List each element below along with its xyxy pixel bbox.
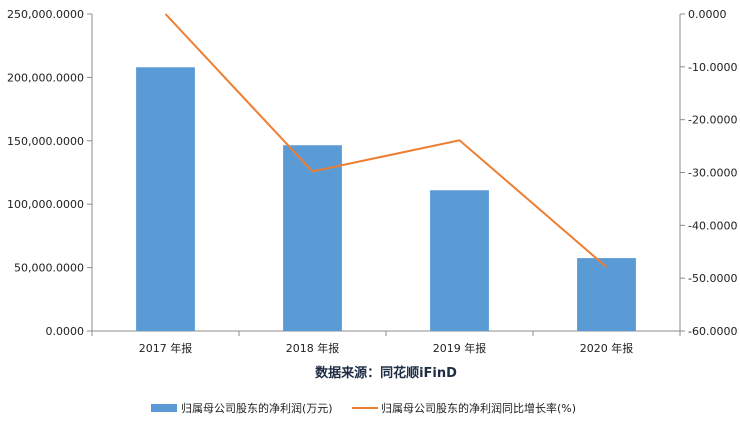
left-axis-ticks: 0.0000 50,000.0000 100,000.0000 150,000.000… [7,8,92,338]
x-tick-label: 2019 年报 [433,341,487,355]
right-tick-label: -20.0000 [688,114,737,127]
legend-label-bar: 归属母公司股东的净利润(万元) [181,401,333,415]
bar [283,145,342,331]
legend-swatch-bar [151,404,177,412]
x-tick-label: 2020 年报 [580,341,634,355]
legend-label-line: 归属母公司股东的净利润同比增长率(%) [381,401,576,415]
left-tick-label: 0.0000 [46,325,85,338]
x-tick-label: 2018 年报 [286,341,340,355]
right-tick-label: -60.0000 [688,325,737,338]
bar [577,258,636,331]
left-tick-label: 150,000.0000 [7,135,84,148]
right-tick-label: -30.0000 [688,167,737,180]
data-source-label: 数据来源：同花顺iFinD [315,365,457,381]
right-tick-label: -40.0000 [688,219,737,232]
bar [430,190,489,331]
right-tick-label: -50.0000 [688,272,737,285]
right-tick-label: 0.0000 [688,8,727,21]
left-tick-label: 50,000.0000 [14,262,84,275]
x-axis-ticks: 2017 年报 2018 年报 2019 年报 2020 年报 [91,331,681,355]
right-tick-label: -10.0000 [688,61,737,74]
line-series [164,13,608,268]
x-tick-label: 2017 年报 [139,341,193,355]
legend: 归属母公司股东的净利润(万元) 归属母公司股东的净利润同比增长率(%) [151,401,576,415]
bar-series [136,67,636,332]
left-tick-label: 100,000.0000 [7,198,84,211]
left-tick-label: 200,000.0000 [7,71,84,84]
growth-line [164,13,608,268]
right-axis-ticks: 0.0000 -10.0000 -20.0000 -30.0000 -40.0000 -5… [680,8,737,338]
bar [136,67,195,332]
left-tick-label: 250,000.0000 [7,8,84,21]
